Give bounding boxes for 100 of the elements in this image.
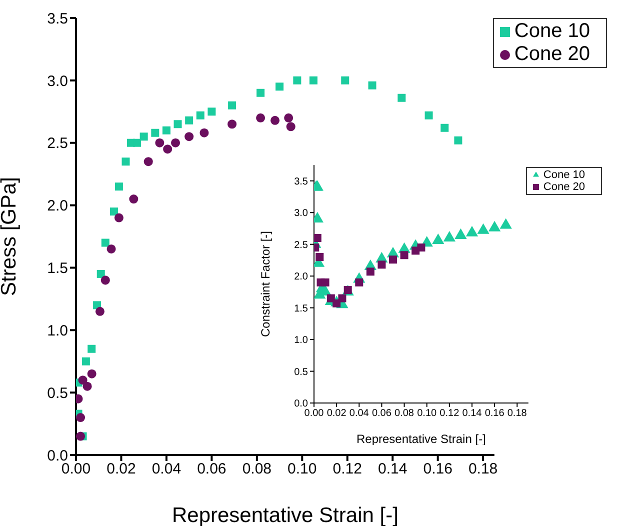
point [170,138,180,148]
y-tick-label: 1.5 [294,303,308,314]
y-tick-label: 3.0 [47,72,68,90]
x-tick-label: 0.06 [372,408,392,420]
point [185,116,194,124]
point [100,276,110,285]
legend-label: Cone 10 [514,20,590,42]
point [114,213,124,222]
x-tick-label: 0.10 [288,460,317,478]
point [398,94,406,102]
point [76,432,86,441]
point [440,124,449,132]
point [366,268,374,276]
x-tick-label: 0.16 [484,408,505,420]
legend-label: Cone 20 [514,43,590,65]
point [454,136,462,144]
point [314,234,322,242]
y-tick-label: 0.5 [47,384,68,402]
point [95,306,104,316]
point [110,208,118,216]
point [341,76,350,84]
point [321,278,330,286]
x-tick-label: 0.12 [440,408,460,420]
point [270,116,280,125]
point [144,157,153,166]
y-tick-label: 1.0 [47,322,68,340]
y-tick-label: 3.0 [294,208,308,220]
point [276,82,284,91]
x-tick-label: 0.08 [394,408,414,420]
point [184,132,194,142]
x-tick-label: 0.18 [468,460,498,478]
y-tick-label: 2.0 [47,198,68,215]
point [96,270,105,278]
point [87,369,96,378]
x-axis-title: Representative Strain [-] [172,504,398,526]
point [466,226,478,236]
point [114,182,123,191]
point [155,138,164,148]
point [78,376,88,385]
y-tick-label: 2.5 [294,240,308,251]
y-tick-label: 1.0 [294,335,308,346]
point [200,128,209,138]
point [338,294,346,302]
x-tick-label: 0.06 [197,460,226,478]
point [163,144,172,154]
x-tick-label: 0.10 [417,408,438,420]
y-tick-label: 0.5 [294,366,308,378]
point [284,113,294,122]
legend-label: Cone 20 [543,181,585,193]
point [174,120,182,128]
point [378,260,386,269]
point [106,244,116,254]
point [208,108,216,116]
point [82,382,92,391]
point [228,101,236,110]
y-tick-label: 3.5 [294,176,308,188]
point [76,413,86,422]
point [355,278,364,286]
point [432,234,444,244]
y-tick-label: 2.5 [47,135,68,152]
y-axis-title: Stress [GPa] [0,176,20,296]
point [454,228,467,239]
point [368,81,376,90]
point [88,344,96,353]
point [140,132,148,141]
x-tick-label: 0.02 [106,460,136,478]
point [151,128,160,137]
point [424,111,433,120]
x-tick-label: 0.16 [423,460,452,478]
point [477,223,490,234]
point [500,218,512,229]
y-tick-label: 0.0 [294,398,308,410]
x-tick-label: 0.00 [304,408,324,420]
point [82,357,90,366]
point [228,120,237,129]
y-tick-label: 1.5 [47,260,68,278]
point [133,138,142,147]
y-tick-label: 3.5 [47,10,68,28]
point [256,88,265,97]
point [101,238,110,247]
point [162,126,170,134]
x-tick-label: 0.04 [349,408,370,420]
point [196,111,204,120]
point [488,220,501,232]
x-tick-label: 0.14 [462,408,482,420]
x-tick-label: 0.18 [507,408,528,420]
y-axis-title: Constraint Factor [-] [258,230,272,338]
point [129,194,138,204]
y-tick-label: 2.0 [294,272,308,283]
x-tick-label: 0.08 [242,460,272,478]
point [286,122,296,132]
point [309,76,318,84]
x-tick-label: 0.04 [152,460,182,478]
x-tick-label: 0.14 [378,460,408,478]
x-tick-label: 0.12 [332,460,362,478]
legend-label: Cone 10 [543,169,585,181]
x-tick-label: 0.02 [326,408,347,420]
point [293,76,302,84]
point [443,230,456,242]
point [122,158,130,166]
